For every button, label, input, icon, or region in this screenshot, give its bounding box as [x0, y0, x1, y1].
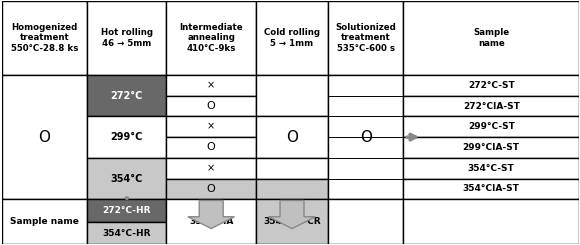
Bar — [88, 222, 166, 244]
Bar — [403, 96, 579, 116]
Bar — [166, 1, 256, 75]
Text: ×: × — [207, 80, 215, 90]
Bar — [2, 1, 88, 75]
Bar — [88, 75, 166, 116]
Text: 354°CIA-CR: 354°CIA-CR — [263, 217, 321, 226]
Bar — [88, 158, 166, 199]
Text: O: O — [360, 130, 372, 145]
Text: ×: × — [207, 163, 215, 173]
Text: 354°CIA-ST: 354°CIA-ST — [463, 184, 520, 193]
Bar — [88, 1, 166, 75]
Text: 299°C-ST: 299°C-ST — [468, 122, 514, 131]
Bar — [403, 179, 579, 199]
Text: 299°CIA-ST: 299°CIA-ST — [463, 143, 520, 152]
Bar — [328, 1, 403, 75]
Text: Sample
name: Sample name — [473, 28, 509, 48]
Bar — [166, 199, 256, 244]
Bar — [166, 116, 256, 137]
Text: Sample name: Sample name — [10, 217, 79, 226]
Bar — [328, 75, 403, 199]
Text: O: O — [207, 184, 216, 194]
Text: 354°C-IA: 354°C-IA — [189, 217, 233, 226]
Bar — [166, 158, 256, 179]
Bar — [88, 199, 166, 222]
Bar — [256, 1, 328, 75]
Bar — [403, 158, 579, 179]
Bar — [166, 179, 256, 199]
Text: O: O — [207, 143, 216, 152]
Text: Homogenized
treatment
550°C-28.8 ks: Homogenized treatment 550°C-28.8 ks — [11, 23, 78, 53]
Text: O: O — [207, 101, 216, 111]
Text: 272°C-HR: 272°C-HR — [103, 206, 151, 215]
Text: 272°CIA-ST: 272°CIA-ST — [463, 102, 520, 110]
Polygon shape — [269, 200, 316, 229]
Text: O: O — [39, 130, 50, 145]
Polygon shape — [188, 200, 234, 229]
Text: 354°C-ST: 354°C-ST — [468, 164, 514, 173]
Bar — [2, 75, 88, 199]
Bar — [256, 75, 328, 116]
Text: 272°C-ST: 272°C-ST — [468, 81, 514, 90]
Text: 354°C: 354°C — [111, 173, 143, 184]
Bar — [2, 199, 88, 244]
Bar — [328, 199, 403, 244]
Text: Solutionized
treatment
535°C-600 s: Solutionized treatment 535°C-600 s — [335, 23, 396, 53]
Text: ×: × — [207, 122, 215, 132]
Bar — [166, 96, 256, 116]
Bar — [256, 179, 328, 199]
Bar — [256, 116, 328, 158]
Text: 299°C: 299°C — [111, 132, 143, 142]
Bar — [403, 1, 579, 75]
Bar — [403, 137, 579, 158]
Bar — [403, 75, 579, 96]
Text: Intermediate
annealing
410°C-9ks: Intermediate annealing 410°C-9ks — [179, 23, 243, 53]
Text: O: O — [286, 130, 298, 145]
Text: 272°C: 272°C — [111, 91, 143, 101]
Text: Cold rolling
5 → 1mm: Cold rolling 5 → 1mm — [264, 28, 320, 48]
Bar — [88, 116, 166, 158]
Bar — [403, 116, 579, 137]
Text: 354°C-HR: 354°C-HR — [103, 229, 151, 238]
Polygon shape — [125, 197, 129, 199]
Bar — [403, 199, 579, 244]
Bar — [166, 75, 256, 96]
Bar — [166, 137, 256, 158]
Text: Hot rolling
46 → 5mm: Hot rolling 46 → 5mm — [101, 28, 153, 48]
Bar — [256, 158, 328, 179]
Bar — [256, 199, 328, 244]
